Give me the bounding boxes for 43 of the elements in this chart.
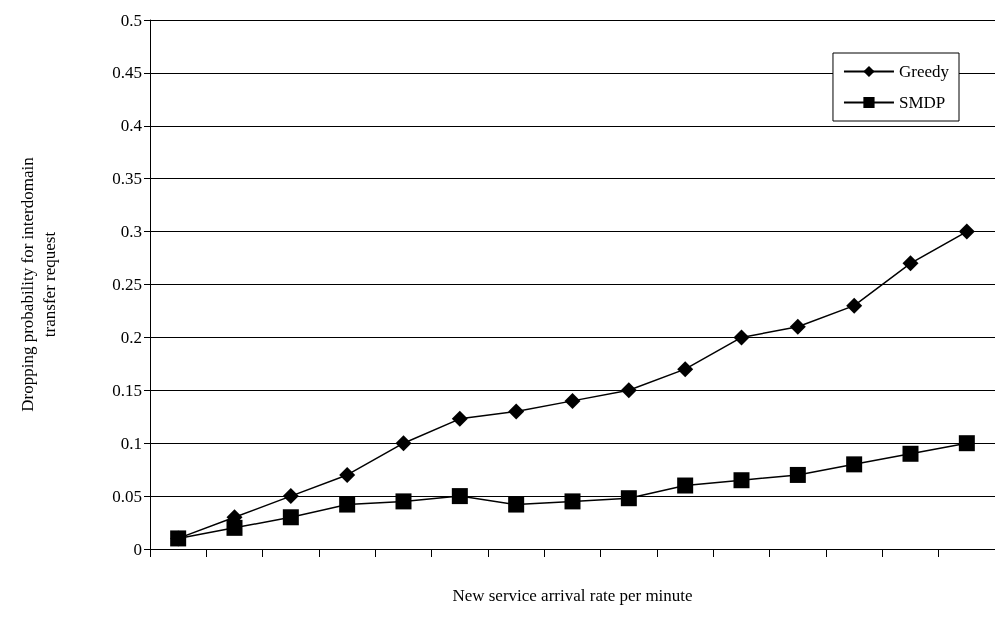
point	[395, 435, 412, 452]
y-tick-label: 0.45	[112, 63, 142, 83]
point	[620, 382, 637, 399]
point	[564, 392, 581, 409]
point	[789, 466, 806, 483]
point	[902, 445, 919, 462]
point	[451, 488, 468, 505]
point	[846, 456, 863, 473]
point	[339, 466, 356, 483]
point	[395, 493, 412, 510]
point	[958, 223, 975, 240]
point	[226, 519, 243, 536]
point	[677, 477, 694, 494]
point	[282, 509, 299, 526]
y-tick-label: 0.5	[120, 10, 142, 30]
point	[677, 361, 694, 378]
point	[282, 488, 299, 505]
point	[733, 329, 750, 346]
y-tick-label: 0.4	[120, 116, 143, 136]
x-axis-title: New service arrival rate per minute	[452, 586, 693, 605]
point	[958, 435, 975, 452]
point	[564, 493, 581, 510]
point	[339, 496, 356, 513]
point	[902, 255, 919, 272]
y-axis-title: Dropping probability for interdomain transfer request	[17, 156, 59, 412]
point	[733, 472, 750, 489]
point	[170, 530, 187, 547]
y-tick-label: 0.35	[112, 169, 142, 189]
y-tick-label: 0.3	[120, 222, 142, 242]
y-tick-label: 0.2	[120, 327, 142, 347]
y-tick-label: 0.25	[112, 275, 142, 294]
point	[508, 496, 525, 513]
y-tick-label: 0.05	[112, 486, 142, 506]
point	[846, 297, 863, 314]
point	[451, 410, 468, 427]
y-tick-label: 0.1	[120, 433, 142, 453]
point	[620, 490, 637, 507]
point	[508, 403, 525, 420]
y-tick-label: 0.15	[112, 380, 142, 400]
point	[789, 318, 806, 335]
y-tick-label: 0	[133, 539, 142, 559]
legend-label: SMDP	[898, 93, 946, 112]
legend-label: Greedy	[898, 62, 950, 81]
